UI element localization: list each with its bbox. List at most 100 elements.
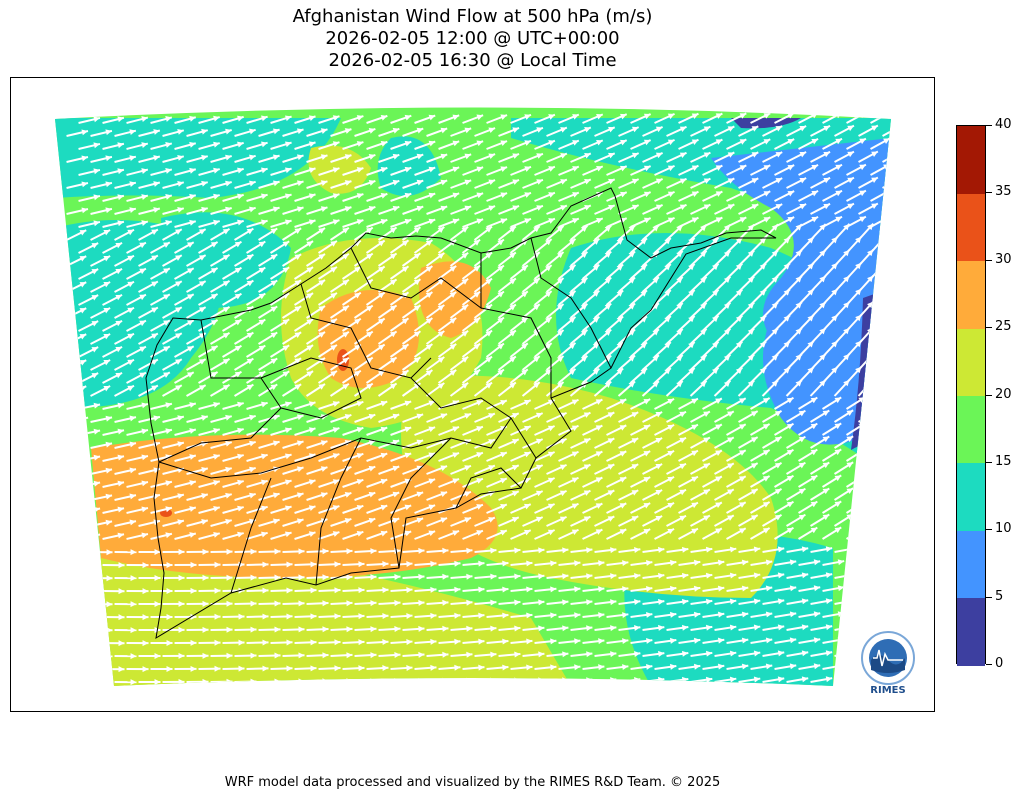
wind-vector-head	[382, 561, 389, 568]
wind-vector-head	[859, 216, 866, 223]
wind-vector-head	[401, 318, 409, 325]
wind-vector-head	[747, 224, 755, 231]
wind-vector-head	[151, 359, 158, 366]
wind-vector-head	[249, 206, 256, 213]
wind-vector-head	[318, 332, 325, 338]
colorbar-tick	[986, 192, 992, 194]
wind-vector-head	[476, 140, 484, 147]
wind-vector-head	[202, 652, 209, 659]
wind-vector-head	[478, 612, 485, 619]
wind-vector-head	[189, 402, 196, 408]
wind-vector-shaft	[895, 475, 913, 487]
wind-vector-head	[476, 478, 483, 484]
wind-vector-head	[652, 277, 659, 284]
wind-vector-head	[428, 140, 436, 147]
wind-vector-head	[428, 452, 436, 459]
wind-vector-head	[118, 562, 125, 569]
wind-vector-head	[871, 177, 878, 184]
wind-vector-head	[512, 127, 520, 133]
wind-vector-head	[750, 437, 758, 443]
wind-vector-head	[775, 152, 783, 158]
wind-vector-head	[416, 439, 424, 446]
wind-vector-head	[610, 651, 617, 658]
wind-vector-head	[631, 412, 639, 418]
wind-vector-shaft	[881, 274, 891, 293]
wind-vector-head	[679, 489, 687, 496]
wind-vector-head	[413, 279, 421, 286]
wind-vector-head	[679, 437, 687, 444]
wind-vector-shaft	[895, 501, 913, 513]
wind-vector-head	[679, 515, 687, 522]
wind-vector-head	[667, 113, 675, 120]
wind-vector-head	[413, 227, 421, 234]
wind-vector-head	[712, 289, 719, 297]
wind-vector-shaft	[66, 442, 89, 449]
wind-vector-head	[878, 288, 886, 296]
wind-vector-head	[882, 422, 889, 429]
wind-vector-head	[747, 302, 755, 309]
wind-vector-head	[667, 502, 675, 509]
wind-vector-head	[823, 151, 831, 158]
wind-vector-head	[596, 217, 603, 224]
wind-vector-head	[318, 384, 325, 390]
wind-vector-head	[878, 366, 886, 374]
wind-vector-head	[559, 464, 567, 471]
wind-vector-head	[378, 318, 385, 325]
wind-vector-head	[163, 268, 170, 274]
wind-vector-head	[586, 625, 593, 632]
wind-vector-head	[500, 114, 508, 120]
wind-vector-head	[246, 332, 254, 339]
wind-vector-shaft	[869, 313, 886, 332]
wind-vector-head	[712, 237, 719, 245]
wind-vector-head	[524, 399, 531, 406]
wind-vector-head	[592, 342, 600, 349]
wind-vector-head	[187, 372, 194, 378]
wind-vector-head	[715, 528, 722, 534]
wind-vector-head	[700, 302, 707, 310]
wind-vector-shaft	[858, 572, 881, 579]
wind-vector-head	[509, 226, 516, 233]
wind-vector-head	[521, 369, 528, 376]
wind-vector-head	[210, 345, 218, 352]
wind-vector-head	[272, 180, 280, 187]
wind-vector-head	[811, 164, 819, 171]
wind-vector-head	[847, 125, 854, 132]
wind-vector-head	[536, 127, 543, 133]
wind-vector-shaft	[282, 680, 305, 683]
wind-vector-head	[306, 293, 314, 299]
wind-vector-head	[658, 624, 665, 631]
wind-vector-head	[452, 452, 459, 458]
wind-vector-head	[837, 585, 845, 592]
wind-vector-head	[774, 488, 782, 495]
wind-vector-head	[190, 587, 197, 594]
wind-vector-shaft	[869, 448, 890, 462]
wind-vector-head	[763, 165, 771, 171]
wind-vector-shaft	[895, 613, 917, 617]
wind-vector-head	[406, 638, 413, 645]
wind-vector-head	[442, 573, 449, 580]
wind-vector-head	[705, 572, 713, 579]
wind-vector-head	[322, 626, 329, 633]
wind-vector-head	[548, 114, 555, 120]
wind-vector-head	[536, 153, 543, 159]
wind-vector-shaft	[895, 314, 909, 331]
wind-vector-head	[249, 180, 256, 187]
wind-vector-head	[368, 439, 376, 446]
wind-vector-head	[425, 292, 433, 299]
wind-vector-shaft	[895, 164, 914, 175]
wind-vector-head	[106, 575, 113, 582]
wind-vector-head	[404, 426, 412, 433]
wind-vector-head	[332, 427, 340, 433]
wind-vector-shaft	[570, 678, 593, 683]
wind-vector-head	[103, 333, 111, 340]
wind-vector-head	[655, 178, 663, 185]
wind-vector-head	[322, 574, 329, 581]
wind-vector-head	[389, 253, 397, 260]
wind-vector-head	[93, 194, 100, 201]
wind-vector-head	[222, 280, 230, 287]
wind-vector-head	[622, 612, 629, 619]
province-line-4	[350, 247, 482, 309]
wind-vector-head	[105, 441, 113, 448]
wind-vector-head	[442, 625, 449, 632]
wind-vector-head	[572, 192, 579, 198]
